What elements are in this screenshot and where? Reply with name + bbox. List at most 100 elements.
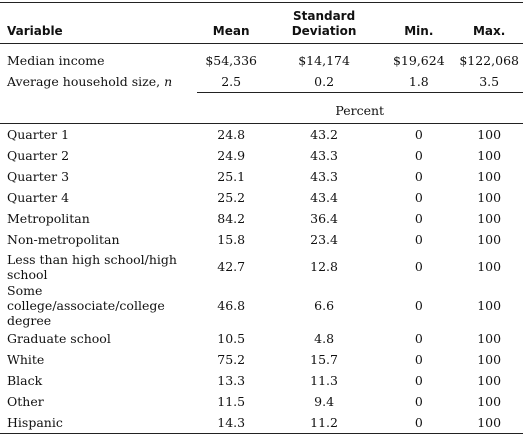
cell-max: 100	[477, 190, 502, 205]
cell-variable: Other	[7, 394, 44, 409]
cell-variable: Some college/associate/college degree	[7, 283, 165, 328]
cell-min: 0	[414, 190, 423, 205]
cell-max: 100	[477, 259, 502, 274]
cell-min: 0	[414, 352, 423, 367]
cell-mean: 42.7	[217, 259, 246, 274]
cell-variable: Metropolitan	[7, 211, 90, 226]
cell-mean: 13.3	[217, 373, 246, 388]
table-row: Non-metropolitan 15.8 23.4 0 100	[0, 229, 523, 250]
table-row: Average household size, n 2.5 0.2 1.8 3.…	[0, 71, 523, 93]
cell-min: 0	[414, 373, 423, 388]
table-row: Quarter 1 24.8 43.2 0 100	[0, 124, 523, 146]
cell-min: $19,624	[392, 53, 445, 68]
cell-min: 1.8	[408, 74, 429, 89]
table-row: Black 13.3 11.3 0 100	[0, 370, 523, 391]
table-row: White 75.2 15.7 0 100	[0, 349, 523, 370]
cell-mean: 84.2	[217, 211, 246, 226]
cell-variable: Black	[7, 373, 43, 388]
cell-sd: 43.4	[310, 190, 338, 205]
percent-label: Percent	[196, 92, 523, 124]
cell-variable: Median income	[7, 53, 105, 68]
cell-sd: 43.3	[310, 169, 338, 184]
cell-mean: 15.8	[217, 232, 246, 247]
table-row: Other 11.5 9.4 0 100	[0, 391, 523, 412]
table-row: Metropolitan 84.2 36.4 0 100	[0, 208, 523, 229]
percent-subheader-row: Percent	[0, 92, 523, 124]
cell-min: 0	[414, 394, 423, 409]
table-row: Less than high school/high school 42.7 12.8…	[0, 250, 523, 283]
cell-min: 0	[414, 169, 423, 184]
cell-mean: 24.8	[217, 127, 246, 142]
cell-max: 100	[477, 373, 502, 388]
cell-variable: Non-metropolitan	[7, 232, 120, 247]
table-row: Quarter 2 24.9 43.3 0 100	[0, 145, 523, 166]
header-variable: Variable	[7, 24, 63, 38]
cell-mean: 25.2	[217, 190, 246, 205]
percent-rows: Quarter 1 24.8 43.2 0 100 Quarter 2 24.9 43.3 0 1…	[0, 124, 523, 434]
cell-sd: 36.4	[310, 211, 338, 226]
table-row: Some college/associate/college degree 46.8…	[0, 283, 523, 328]
table-row: Quarter 4 25.2 43.4 0 100	[0, 187, 523, 208]
cell-sd: 0.2	[314, 74, 335, 89]
cell-min: 0	[414, 331, 423, 346]
cell-sd: 23.4	[310, 232, 338, 247]
header-min: Min.	[404, 24, 434, 38]
cell-max: 100	[477, 352, 502, 367]
cell-max: 100	[477, 211, 502, 226]
cell-min: 0	[414, 211, 423, 226]
cell-sd: 12.8	[310, 259, 338, 274]
cell-max: 100	[477, 415, 502, 430]
cell-variable: Average household size, n	[7, 74, 173, 90]
cell-variable: Graduate school	[7, 331, 111, 346]
cell-max: 100	[477, 232, 502, 247]
cell-sd: 11.2	[310, 415, 338, 430]
italic-n: n	[164, 74, 173, 90]
header-standard-deviation: Standard Deviation	[291, 9, 357, 38]
cell-sd: 9.4	[314, 394, 335, 409]
cell-min: 0	[414, 298, 423, 313]
cell-variable: Hispanic	[7, 415, 63, 430]
cell-mean: $54,336	[205, 53, 258, 68]
cell-mean: 10.5	[217, 331, 246, 346]
cell-variable: Quarter 3	[7, 169, 70, 184]
table-row: Median income $54,336 $14,174 $19,624 $1…	[0, 50, 523, 71]
table-row: Quarter 3 25.1 43.3 0 100	[0, 166, 523, 187]
cell-variable: Quarter 1	[7, 127, 70, 142]
cell-mean: 11.5	[217, 394, 246, 409]
cell-mean: 75.2	[217, 352, 246, 367]
cell-min: 0	[414, 259, 423, 274]
cell-max: 3.5	[479, 74, 500, 89]
cell-sd: 43.2	[310, 127, 338, 142]
cell-variable: Quarter 4	[7, 190, 70, 205]
cell-sd: 6.6	[314, 298, 335, 313]
cell-max: 100	[477, 127, 502, 142]
cell-sd: 15.7	[310, 352, 338, 367]
cell-min: 0	[414, 127, 423, 142]
header-mean: Mean	[212, 24, 250, 38]
cell-max: 100	[477, 298, 502, 313]
cell-sd: $14,174	[298, 53, 350, 68]
cell-sd: 4.8	[314, 331, 335, 346]
cell-max: $122,068	[459, 53, 519, 68]
cell-sd: 43.3	[310, 148, 338, 163]
cell-mean: 25.1	[217, 169, 246, 184]
cell-variable: Less than high school/high school	[7, 251, 177, 282]
table-header-row: Variable Mean Standard Deviation Min. Max…	[0, 2, 523, 44]
cell-max: 100	[477, 331, 502, 346]
cell-mean: 46.8	[217, 298, 246, 313]
cell-variable: White	[7, 352, 45, 367]
cell-max: 100	[477, 148, 502, 163]
cell-min: 0	[414, 232, 423, 247]
table-row: Graduate school 10.5 4.8 0 100	[0, 328, 523, 349]
cell-variable: Quarter 2	[7, 148, 70, 163]
header-max: Max.	[472, 24, 506, 38]
cell-max: 100	[477, 394, 502, 409]
cell-min: 0	[414, 415, 423, 430]
cell-mean: 24.9	[217, 148, 246, 163]
table-row: Hispanic 14.3 11.2 0 100	[0, 412, 523, 434]
cell-max: 100	[477, 169, 502, 184]
cell-min: 0	[414, 148, 423, 163]
cell-sd: 11.3	[310, 373, 338, 388]
